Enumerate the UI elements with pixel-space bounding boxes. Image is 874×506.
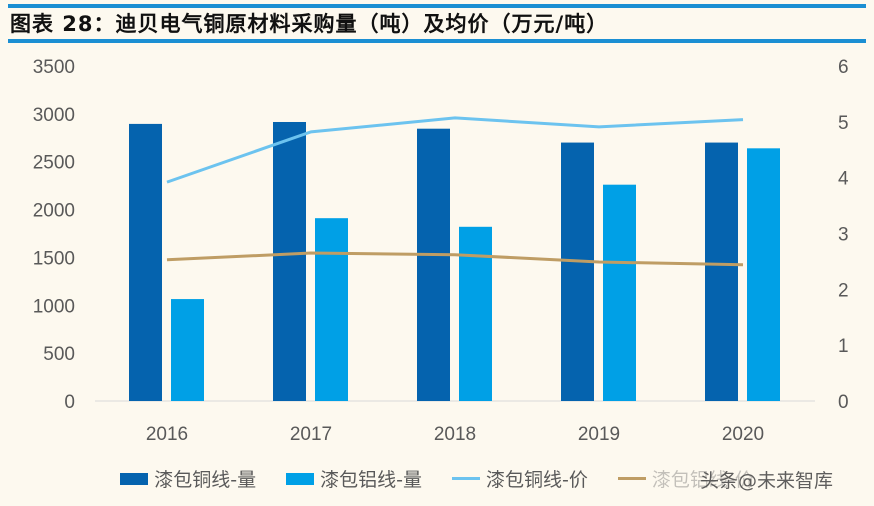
watermark: 头条@未来智库 xyxy=(700,470,834,492)
left-axis-tick-label: 1500 xyxy=(33,248,75,269)
left-axis-tick-label: 2000 xyxy=(33,201,75,222)
legend-item: 漆包铝线-量 xyxy=(286,465,422,492)
legend-label: 漆包铝线-量 xyxy=(320,469,422,491)
legend-swatch xyxy=(452,477,480,480)
x-axis-tick-label: 2020 xyxy=(722,424,764,445)
right-axis-tick-label: 1 xyxy=(838,336,849,357)
right-axis-tick-label: 0 xyxy=(838,392,849,413)
bar-copper-volume-2019 xyxy=(561,142,594,402)
chart-title: 图表 28：迪贝电气铜原材料采购量（吨）及均价（万元/吨） xyxy=(10,12,609,36)
left-axis-tick-label: 3500 xyxy=(33,57,75,78)
x-axis-tick-label: 2017 xyxy=(290,424,332,445)
left-axis-tick-label: 500 xyxy=(43,344,75,365)
x-axis-tick-label: 2016 xyxy=(146,424,188,445)
x-axis-tick-label: 2018 xyxy=(434,424,476,445)
right-axis-tick-label: 6 xyxy=(838,57,849,78)
bar-aluminum-volume-2020 xyxy=(747,148,780,401)
bar-aluminum-volume-2018 xyxy=(459,226,492,401)
bar-aluminum-volume-2019 xyxy=(603,184,636,401)
bar-copper-volume-2018 xyxy=(417,128,450,401)
left-axis-tick-label: 3000 xyxy=(33,105,75,126)
legend-swatch xyxy=(617,477,646,480)
left-axis-tick-label: 0 xyxy=(64,392,75,413)
bar-copper-volume-2020 xyxy=(705,142,738,402)
legend-label: 漆包铜线-价 xyxy=(486,469,588,491)
legend-label: 漆包铝线-价 xyxy=(651,469,754,491)
legend-item: 漆包铝线-价 xyxy=(617,465,754,492)
legend-swatch xyxy=(120,472,149,485)
bar-copper-volume-2016 xyxy=(129,123,162,402)
right-axis-tick-label: 5 xyxy=(838,113,849,134)
title-top-rule xyxy=(8,4,866,8)
copper-price-line xyxy=(166,116,744,184)
legend-label: 漆包铜线-量 xyxy=(154,469,257,491)
left-axis-tick-label: 1000 xyxy=(33,296,75,317)
left-axis-tick-label: 2500 xyxy=(33,153,75,174)
bar-aluminum-volume-2016 xyxy=(171,299,204,401)
legend-item: 漆包铜线-量 xyxy=(120,465,256,492)
bar-copper-volume-2017 xyxy=(273,121,306,401)
legend: 漆包铜线-量 漆包铝线-量 漆包铜线-价 漆包铝线-价 xyxy=(0,465,874,492)
legend-swatch xyxy=(286,472,315,485)
legend-item: 漆包铜线-价 xyxy=(452,465,588,492)
right-axis-tick-label: 2 xyxy=(838,280,849,301)
right-axis-tick-label: 3 xyxy=(838,225,849,246)
title-bottom-rule xyxy=(8,39,866,43)
right-axis-tick-label: 4 xyxy=(838,169,849,190)
bar-aluminum-volume-2017 xyxy=(315,218,348,401)
x-axis-tick-label: 2019 xyxy=(578,424,620,445)
